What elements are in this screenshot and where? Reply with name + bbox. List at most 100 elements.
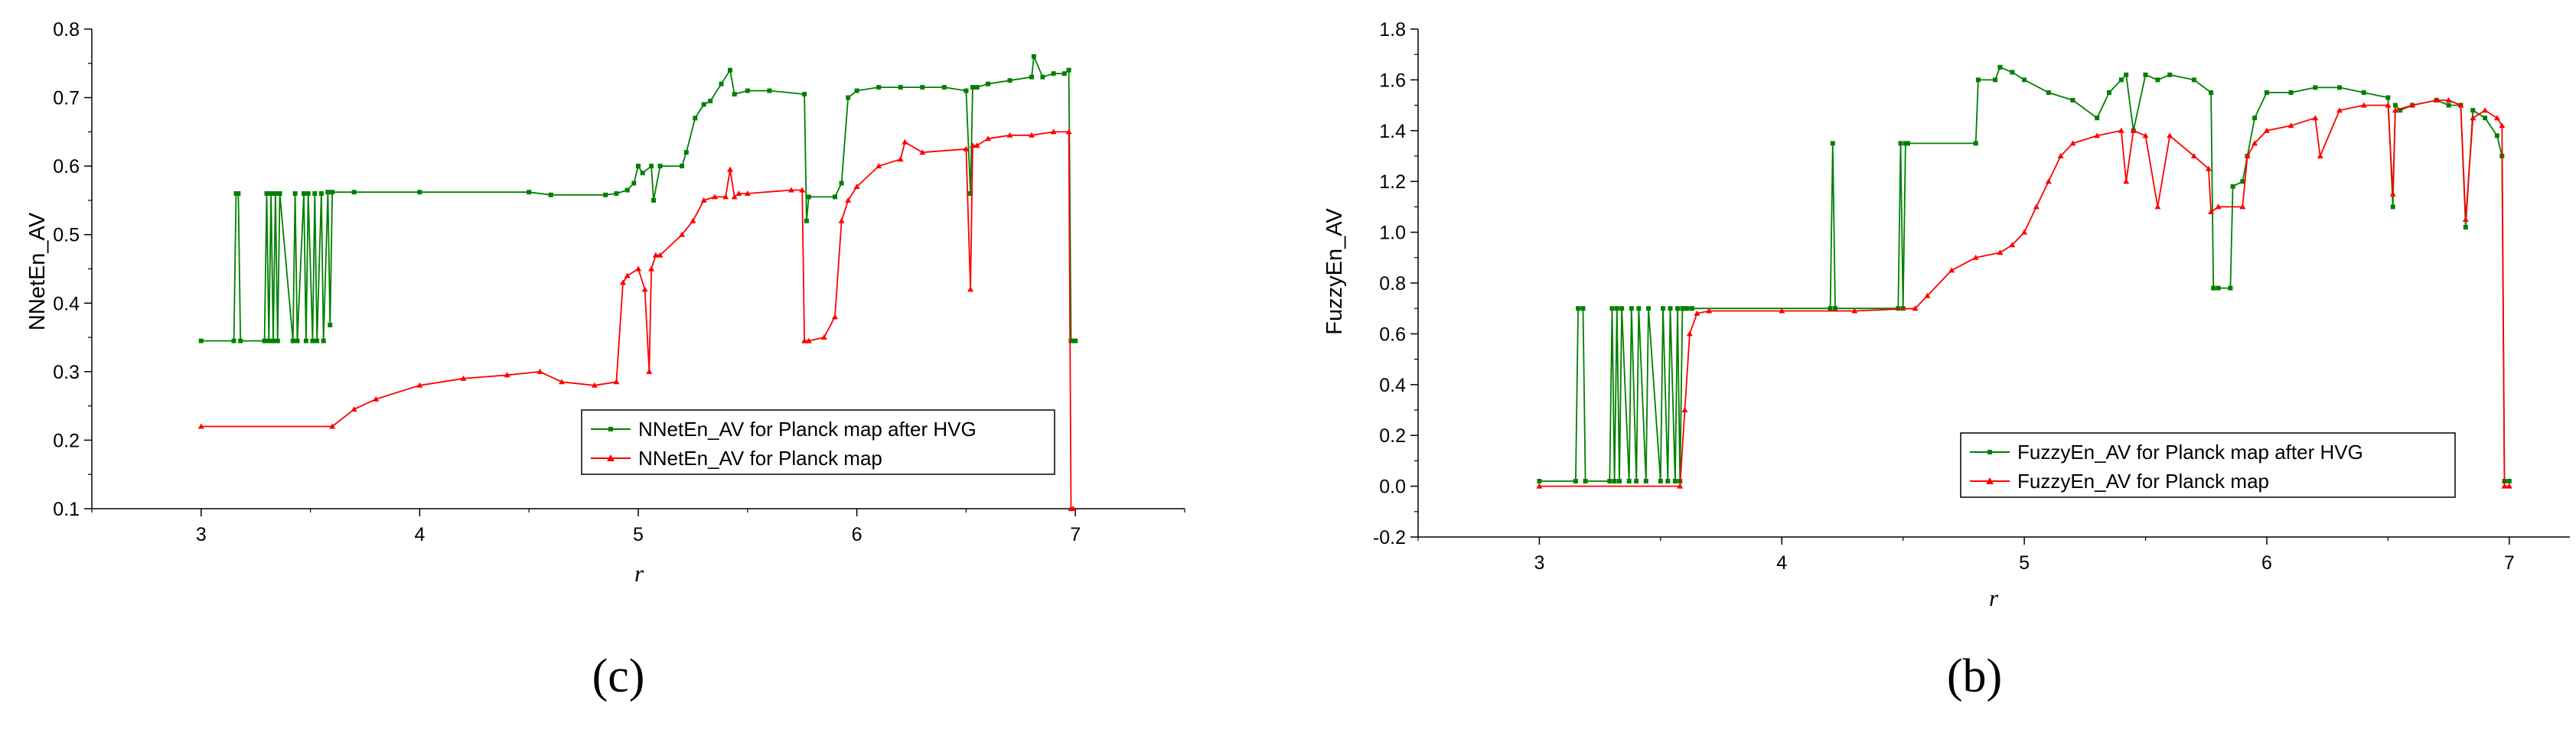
chart-c-series-2-point-6 xyxy=(504,372,510,378)
chart-b-series-1-point-14 xyxy=(1636,306,1642,311)
chart-b-series-1-point-27 xyxy=(1690,306,1694,311)
chart-c-legend-label-1: NNetEn_AV for Planck map after HVG xyxy=(638,418,977,441)
chart-c-legend-label-2: NNetEn_AV for Planck map xyxy=(638,447,882,470)
chart-b-series-1-point-76 xyxy=(2483,116,2488,121)
chart-c-series-1-point-32 xyxy=(614,191,619,196)
chart-c-series-2-point-23 xyxy=(722,194,729,200)
chart-b-series-1-point-44 xyxy=(2095,116,2100,121)
chart-c-series-2-point-10 xyxy=(613,379,620,385)
chart-b-series-1-point-3 xyxy=(1580,306,1586,311)
chart-c-xtick-label-0: 3 xyxy=(196,524,207,545)
chart-c-series-1-point-64 xyxy=(974,85,980,90)
chart-c-series-2-point-3 xyxy=(373,395,380,402)
chart-b-series-1-point-64 xyxy=(2337,85,2342,90)
chart-b-series-1-point-63 xyxy=(2313,85,2318,90)
chart-b-series-2-point-34 xyxy=(2287,122,2294,129)
chart-b-series-2-point-50 xyxy=(2499,122,2506,129)
chart-c-series-1-point-50 xyxy=(802,92,807,97)
chart-b-series-2-point-38 xyxy=(2360,102,2367,108)
chart-b-series-1-point-57 xyxy=(2230,184,2235,189)
chart-c-ylabel: NNetEn_AV xyxy=(25,212,50,330)
chart-c-series-1-point-38 xyxy=(651,197,656,203)
chart-b-series-1-point-34 xyxy=(1903,141,1908,146)
chart-b-series-2-point-52 xyxy=(2506,483,2512,489)
chart-b-series-2-point-33 xyxy=(2263,127,2270,133)
chart-c-series-2-point-12 xyxy=(624,272,631,278)
chart-c-series-1-point-23 xyxy=(321,338,326,343)
chart-b-series-2-point-45 xyxy=(2457,102,2464,108)
chart-c-series-2-point-25 xyxy=(731,194,738,200)
chart-b-series-1-point-13 xyxy=(1634,479,1639,483)
chart-c-series-2-point-17 xyxy=(652,252,659,258)
chart-b-series-1-point-56 xyxy=(2228,285,2233,291)
chart-c-series-2-point-28 xyxy=(787,187,794,193)
chart-c-series-1-point-43 xyxy=(701,102,706,107)
chart-b-series-2-point-24 xyxy=(2154,203,2161,210)
chart-b-series-2-point-42 xyxy=(2409,102,2416,108)
chart-b-series-2-point-35 xyxy=(2312,115,2319,121)
chart-b-series-1-point-22 xyxy=(1675,306,1680,311)
chart-c-series-2-point-26 xyxy=(735,190,742,196)
chart-c-series xyxy=(197,54,1078,511)
chart-c-series-1-point-25 xyxy=(328,322,333,327)
chart-b-series-1-point-35 xyxy=(1906,141,1910,146)
chart-b-series-2-point-30 xyxy=(2239,203,2246,210)
chart-c-series-2-point-32 xyxy=(820,334,827,340)
chart-b-xtick-label-3: 6 xyxy=(2261,552,2272,574)
chart-c-series-1-point-74 xyxy=(1073,338,1078,343)
chart-c-series-1-point-51 xyxy=(804,218,809,223)
chart-b-series-2-point-20 xyxy=(2118,127,2124,133)
chart-b-series-2-point-5 xyxy=(1706,308,1713,314)
chart-b-legend-item-1: FuzzyEn_AV for Planck map after HVG xyxy=(1970,441,2363,464)
chart-c-series-1-point-10 xyxy=(272,191,278,196)
chart-c-series-2-point-0 xyxy=(197,423,204,429)
chart-c-caption: (c) xyxy=(592,650,645,702)
chart-c-series-2-point-27 xyxy=(744,190,751,196)
chart-c-legend-box xyxy=(581,409,1055,475)
chart-b-series-1-point-47 xyxy=(2124,72,2129,77)
chart-c-series-1-point-15 xyxy=(295,338,300,343)
chart-c-series-2-point-39 xyxy=(902,138,908,145)
chart-c-series-1-point-49 xyxy=(767,88,772,93)
chart-b-ytick-label-8: 1.4 xyxy=(1379,121,1406,142)
chart-c-series-1-point-52 xyxy=(806,194,811,200)
chart-c-series-2-point-1 xyxy=(329,423,336,429)
chart-b-ytick-label-1: 0.0 xyxy=(1379,477,1406,498)
chart-c-xtick-label-3: 6 xyxy=(852,524,862,545)
chart-b-series-1-point-42 xyxy=(2046,90,2051,95)
chart-b-series-2-point-1 xyxy=(1677,483,1684,489)
chart-b-xtick-label-1: 4 xyxy=(1776,552,1787,574)
chart-c-series-2-point-46 xyxy=(1006,132,1013,138)
chart-c-legend-item-1: NNetEn_AV for Planck map after HVG xyxy=(591,418,977,441)
chart-b-ticks: -0.2 0.0 0.2 0.4 0.6 0.8 1.0 1.2 1.4 1.6 1.8 3 4 5 6 7 xyxy=(1373,19,2515,574)
chart-b-caption: (b) xyxy=(1947,650,2002,702)
chart-b-series-2-point-25 xyxy=(2167,132,2173,138)
chart-c-series-1-point-19 xyxy=(310,338,315,343)
chart-b-series-2-point-37 xyxy=(2336,107,2343,113)
chart-c-series-1-point-18 xyxy=(305,191,311,196)
chart-c-legend-marker-2 xyxy=(607,454,615,461)
chart-c-series-1-point-1 xyxy=(231,338,236,343)
chart-c-series-1-point-42 xyxy=(693,116,698,121)
chart-b-series-2-point-44 xyxy=(2445,97,2452,103)
chart-b-series-2-point-43 xyxy=(2433,97,2440,103)
chart-c-series-1-point-30 xyxy=(548,192,553,197)
chart-b-series-2-point-0 xyxy=(1536,483,1543,489)
chart-c-series-2-point-30 xyxy=(801,337,808,343)
chart-b-series-1-point-26 xyxy=(1684,306,1690,311)
chart-c-series-1-point-22 xyxy=(318,191,324,196)
chart-b-series-1-point-30 xyxy=(1833,306,1837,311)
chart-b-legend-marker-1 xyxy=(1987,450,1992,454)
chart-c-series-1-point-60 xyxy=(941,85,947,90)
chart-c-ytick-label-7: 0.8 xyxy=(53,19,80,41)
chart-b-series-2-point-8 xyxy=(1912,305,1919,311)
chart-b-series-2-point-19 xyxy=(2094,132,2101,138)
chart-b-series-2-point-32 xyxy=(2252,140,2258,146)
chart-c-series-1-point-11 xyxy=(275,338,280,343)
chart-c-series-2-point-19 xyxy=(679,231,686,237)
chart-c-series-1-point-37 xyxy=(649,164,654,169)
chart-c-series-2-point-18 xyxy=(657,252,664,258)
chart-b-series-1-point-75 xyxy=(2470,108,2476,113)
chart-b-series-2-point-51 xyxy=(2501,483,2508,489)
chart-c-series-1-point-20 xyxy=(312,191,318,196)
